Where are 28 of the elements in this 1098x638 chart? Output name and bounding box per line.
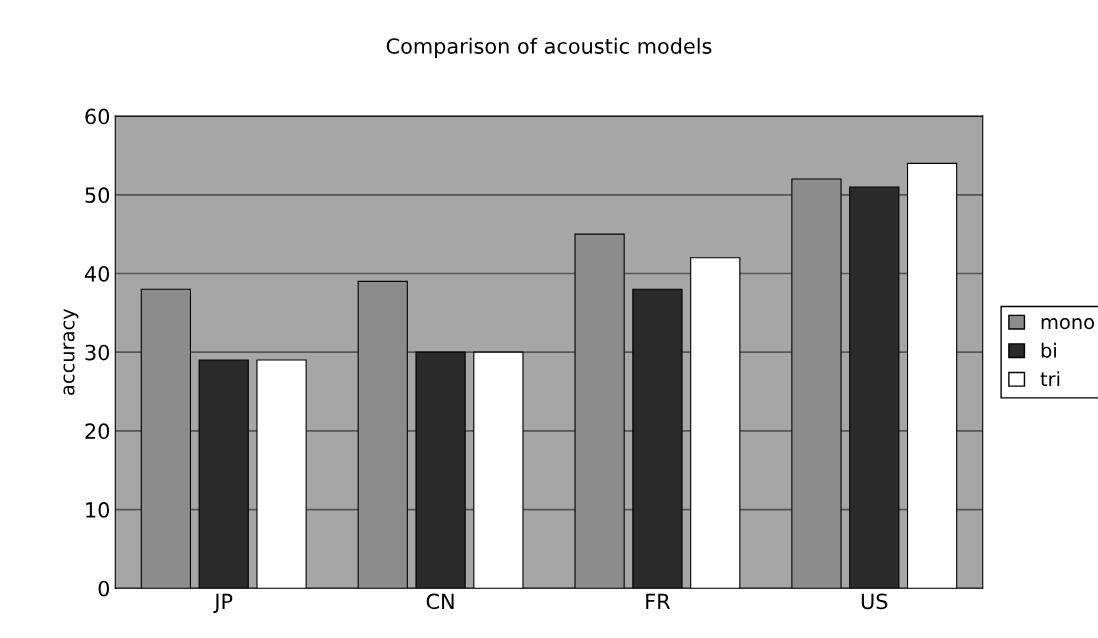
y-tick-label: 50 <box>85 187 110 204</box>
bar <box>791 178 842 589</box>
bar <box>357 280 408 589</box>
bar <box>906 162 958 589</box>
bar <box>849 186 900 589</box>
y-axis-title: accuracy <box>63 308 79 395</box>
bar <box>415 351 466 589</box>
x-tick-label: US <box>861 593 888 610</box>
legend-label: mono <box>1041 318 1094 330</box>
bar <box>632 288 683 589</box>
bar <box>690 257 741 589</box>
y-tick-label: 30 <box>85 344 110 361</box>
bar <box>256 359 307 589</box>
legend-label: bi <box>1041 342 1056 358</box>
bar <box>140 288 192 589</box>
y-tick-label: 60 <box>85 108 110 125</box>
chart-title: Comparison of acoustic models <box>386 37 712 58</box>
bar <box>574 233 625 589</box>
x-tick-label: JP <box>213 593 233 614</box>
legend-label: tri <box>1040 371 1060 387</box>
x-tick-label: CN <box>426 593 454 610</box>
x-tick-label: FR <box>646 593 671 609</box>
y-tick-label: 40 <box>84 265 110 282</box>
y-tick-label: 10 <box>86 502 110 518</box>
bar <box>198 359 249 589</box>
y-tick-label: 0 <box>98 580 110 597</box>
y-tick-label: 20 <box>85 423 110 440</box>
bar <box>473 351 524 589</box>
